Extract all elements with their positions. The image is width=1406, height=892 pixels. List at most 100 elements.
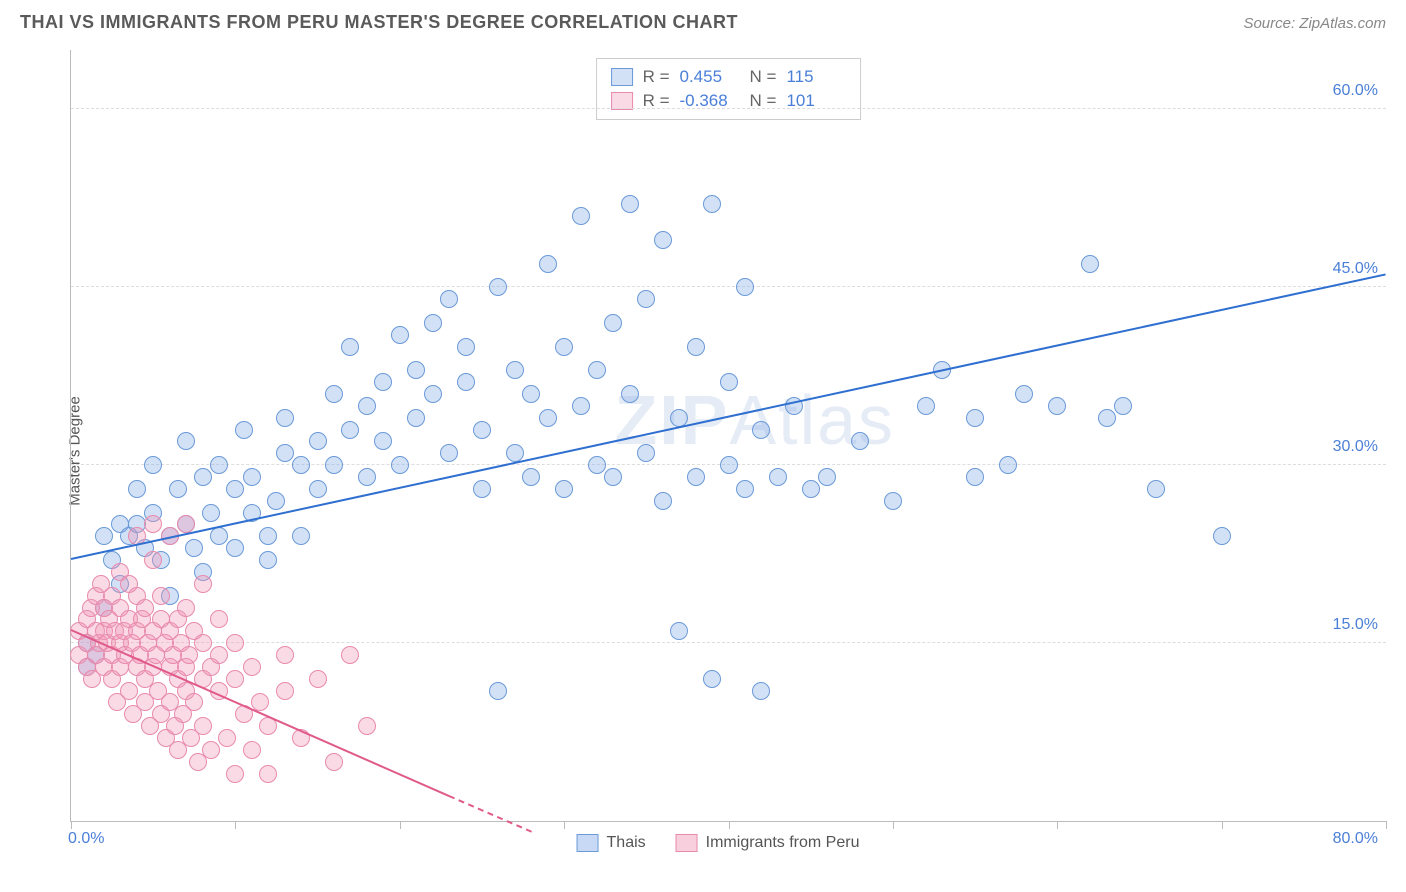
y-tick-label: 60.0% (1333, 82, 1378, 100)
data-point (818, 468, 836, 486)
data-point (128, 480, 146, 498)
data-point (506, 361, 524, 379)
data-point (489, 682, 507, 700)
data-point (218, 729, 236, 747)
data-point (440, 444, 458, 462)
data-point (588, 456, 606, 474)
stat-legend-row: R =0.455N =115 (611, 65, 847, 89)
data-point (966, 409, 984, 427)
x-tick (564, 821, 565, 829)
data-point (210, 610, 228, 628)
data-point (341, 421, 359, 439)
data-point (243, 741, 261, 759)
data-point (424, 385, 442, 403)
gridline (71, 286, 1386, 287)
data-point (292, 456, 310, 474)
data-point (341, 338, 359, 356)
legend-item: Immigrants from Peru (676, 834, 860, 852)
data-point (226, 480, 244, 498)
data-point (999, 456, 1017, 474)
data-point (144, 515, 162, 533)
y-tick-label: 15.0% (1333, 616, 1378, 634)
data-point (539, 409, 557, 427)
gridline (71, 642, 1386, 643)
legend-label: Thais (607, 834, 646, 852)
data-point (267, 492, 285, 510)
data-point (736, 278, 754, 296)
data-point (720, 373, 738, 391)
data-point (152, 587, 170, 605)
data-point (325, 753, 343, 771)
data-point (202, 504, 220, 522)
data-point (604, 314, 622, 332)
data-point (621, 195, 639, 213)
data-point (185, 539, 203, 557)
data-point (276, 682, 294, 700)
legend-swatch (611, 92, 633, 110)
legend-swatch (676, 834, 698, 852)
data-point (391, 456, 409, 474)
y-tick-label: 30.0% (1333, 438, 1378, 456)
data-point (144, 456, 162, 474)
gridline (71, 108, 1386, 109)
chart-title: THAI VS IMMIGRANTS FROM PERU MASTER'S DE… (20, 12, 738, 33)
data-point (572, 207, 590, 225)
data-point (407, 409, 425, 427)
data-point (1015, 385, 1033, 403)
data-point (473, 421, 491, 439)
data-point (687, 468, 705, 486)
data-point (555, 338, 573, 356)
x-tick (1057, 821, 1058, 829)
data-point (226, 670, 244, 688)
data-point (259, 527, 277, 545)
data-point (235, 421, 253, 439)
data-point (226, 539, 244, 557)
data-point (752, 421, 770, 439)
trend-line (449, 795, 532, 832)
data-point (752, 682, 770, 700)
data-point (169, 480, 187, 498)
data-point (588, 361, 606, 379)
data-point (259, 551, 277, 569)
data-point (226, 634, 244, 652)
data-point (136, 599, 154, 617)
data-point (769, 468, 787, 486)
x-tick (1386, 821, 1387, 829)
data-point (802, 480, 820, 498)
data-point (917, 397, 935, 415)
trend-line (71, 273, 1386, 560)
data-point (309, 480, 327, 498)
data-point (654, 231, 672, 249)
r-label: R = (643, 67, 670, 87)
data-point (572, 397, 590, 415)
data-point (637, 444, 655, 462)
data-point (884, 492, 902, 510)
data-point (259, 765, 277, 783)
data-point (424, 314, 442, 332)
r-value: 0.455 (680, 67, 740, 87)
data-point (185, 693, 203, 711)
data-point (243, 468, 261, 486)
data-point (226, 765, 244, 783)
scatter-plot: ZIPAtlas R =0.455N =115R =-0.368N =101 1… (70, 50, 1386, 822)
stat-legend-row: R =-0.368N =101 (611, 89, 847, 113)
data-point (194, 575, 212, 593)
data-point (440, 290, 458, 308)
data-point (194, 717, 212, 735)
data-point (276, 444, 294, 462)
data-point (720, 456, 738, 474)
data-point (966, 468, 984, 486)
data-point (292, 527, 310, 545)
data-point (670, 622, 688, 640)
data-point (654, 492, 672, 510)
data-point (1048, 397, 1066, 415)
data-point (95, 527, 113, 545)
data-point (407, 361, 425, 379)
data-point (210, 456, 228, 474)
data-point (703, 195, 721, 213)
data-point (177, 599, 195, 617)
source-label: Source: ZipAtlas.com (1243, 15, 1386, 32)
legend-swatch (611, 68, 633, 86)
data-point (1081, 255, 1099, 273)
data-point (358, 468, 376, 486)
